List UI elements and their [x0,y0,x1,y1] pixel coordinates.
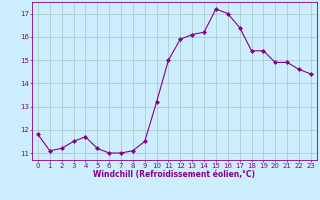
X-axis label: Windchill (Refroidissement éolien,°C): Windchill (Refroidissement éolien,°C) [93,170,255,179]
